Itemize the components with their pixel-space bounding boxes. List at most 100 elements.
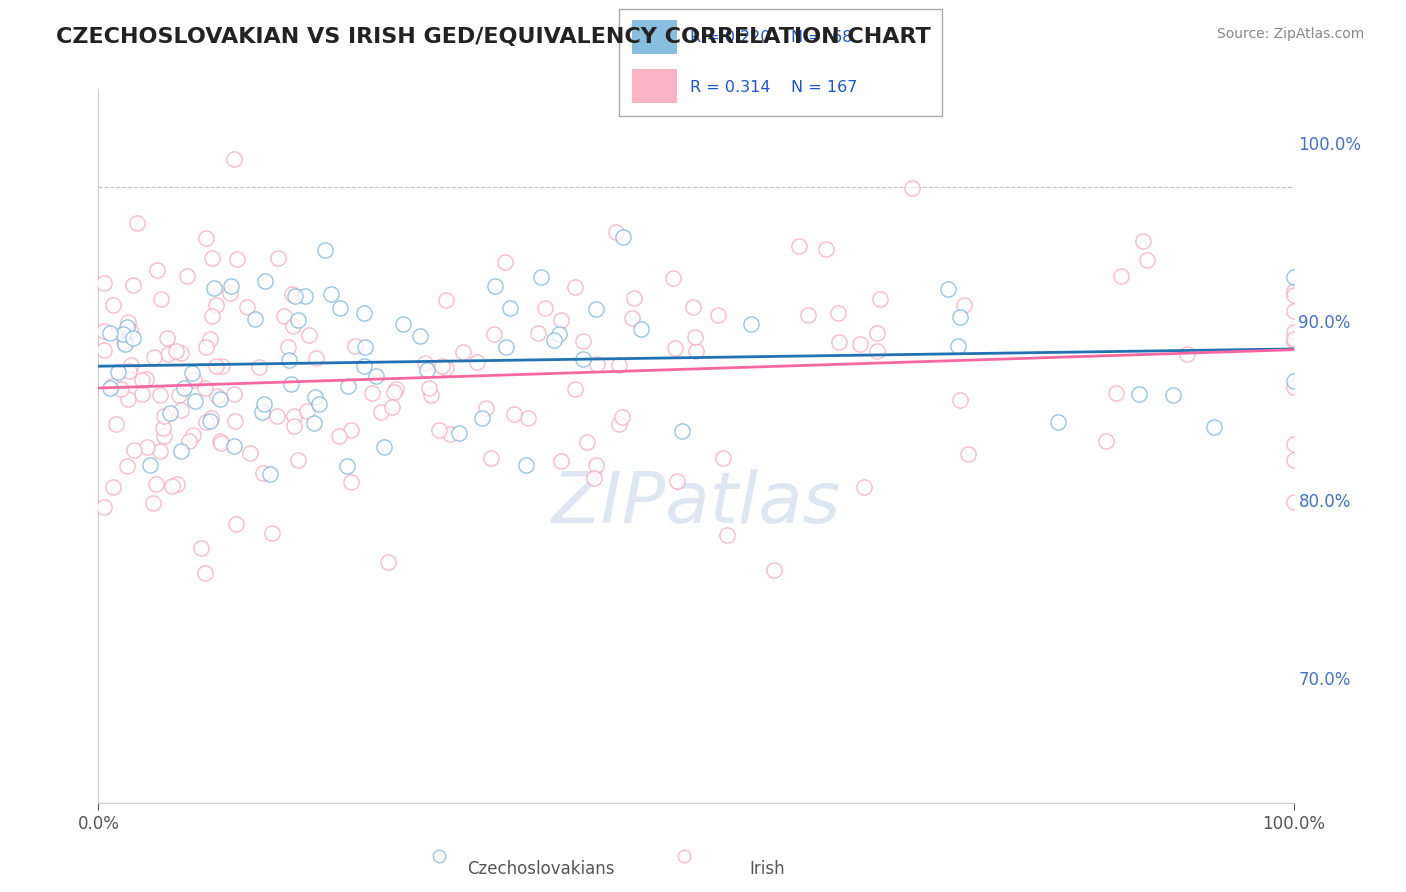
Point <box>125 216 148 230</box>
Point <box>1282 288 1305 302</box>
Point <box>122 443 145 458</box>
Point <box>117 315 139 329</box>
Point <box>167 387 190 401</box>
Point <box>763 563 786 577</box>
Point <box>105 417 128 431</box>
Point <box>278 353 301 368</box>
Point <box>671 425 693 439</box>
Point <box>222 152 245 166</box>
Point <box>149 293 172 307</box>
Point <box>222 387 245 401</box>
Point <box>1047 415 1070 429</box>
Point <box>283 409 305 424</box>
Point <box>153 409 176 423</box>
Point <box>266 409 288 423</box>
Point <box>122 331 145 345</box>
Point <box>218 285 240 300</box>
Point <box>564 279 586 293</box>
Point <box>1282 332 1305 346</box>
Point <box>612 230 634 244</box>
Text: R = 0.220    N =  68: R = 0.220 N = 68 <box>690 30 852 45</box>
Point <box>740 317 762 331</box>
Point <box>353 306 375 320</box>
Point <box>550 313 572 327</box>
Point <box>409 329 432 343</box>
Point <box>1282 304 1305 318</box>
Point <box>716 527 738 541</box>
Point <box>93 276 115 290</box>
Point <box>135 440 157 454</box>
Point <box>277 340 299 354</box>
Point <box>381 400 404 414</box>
FancyBboxPatch shape <box>619 9 942 116</box>
Point <box>516 410 538 425</box>
Point <box>956 447 979 461</box>
Point <box>294 288 316 302</box>
Point <box>194 381 217 395</box>
Text: R = 0.314    N = 167: R = 0.314 N = 167 <box>690 79 858 95</box>
Point <box>620 310 643 325</box>
Point <box>194 231 217 245</box>
Point <box>1282 270 1305 285</box>
Point <box>471 410 494 425</box>
Point <box>145 476 167 491</box>
Point <box>564 382 586 396</box>
Point <box>370 405 392 419</box>
Point <box>377 555 399 569</box>
Point <box>814 242 837 256</box>
Point <box>308 397 330 411</box>
Point <box>418 381 440 395</box>
Point <box>849 337 872 351</box>
Point <box>685 343 707 358</box>
Point <box>1202 420 1225 434</box>
Point <box>479 450 502 465</box>
Point <box>853 479 876 493</box>
Point <box>1282 380 1305 394</box>
Point <box>419 387 441 401</box>
Point <box>165 343 187 358</box>
Point <box>267 251 290 265</box>
Point <box>170 345 193 359</box>
Point <box>283 418 305 433</box>
Point <box>243 312 266 326</box>
Point <box>252 466 274 480</box>
Point <box>1282 285 1305 299</box>
Point <box>866 344 889 359</box>
Point <box>548 327 571 342</box>
Point <box>225 252 247 267</box>
Point <box>1282 495 1305 509</box>
Point <box>1128 387 1150 401</box>
Point <box>484 327 506 342</box>
Point <box>284 289 307 303</box>
Point <box>173 381 195 395</box>
Point <box>235 300 257 314</box>
Point <box>382 385 405 400</box>
Point <box>209 436 232 450</box>
Point <box>329 301 352 315</box>
Point <box>160 479 183 493</box>
Point <box>901 180 924 194</box>
Point <box>209 434 232 448</box>
Point <box>534 301 557 316</box>
Point <box>936 282 959 296</box>
Text: Irish: Irish <box>749 860 786 878</box>
Point <box>138 458 160 473</box>
Point <box>153 429 176 443</box>
Point <box>142 496 165 510</box>
Point <box>181 428 204 442</box>
Point <box>120 358 142 372</box>
Point <box>1109 268 1132 283</box>
Point <box>247 360 270 375</box>
Point <box>682 300 704 314</box>
Point <box>170 402 193 417</box>
Point <box>201 310 224 324</box>
Point <box>360 386 382 401</box>
Text: Source: ZipAtlas.com: Source: ZipAtlas.com <box>1216 27 1364 41</box>
Point <box>1095 434 1118 448</box>
Point <box>181 366 204 380</box>
Point <box>93 324 115 338</box>
Point <box>93 500 115 515</box>
Point <box>205 359 228 373</box>
Point <box>112 335 135 350</box>
Point <box>254 274 277 288</box>
